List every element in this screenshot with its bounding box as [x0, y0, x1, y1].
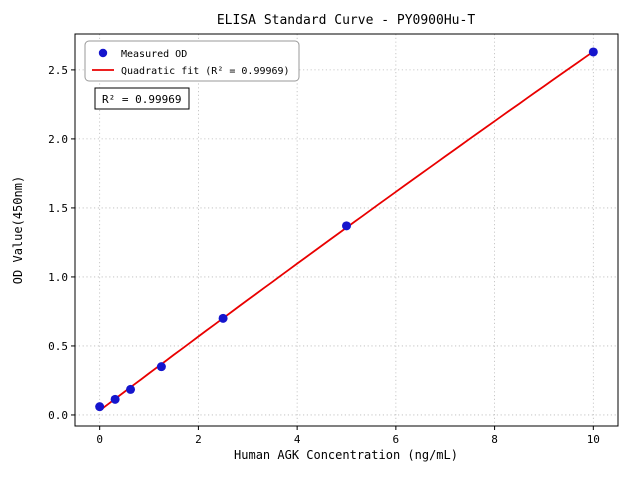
data-point: [342, 221, 351, 231]
legend-label-measured-od: Measured OD: [121, 49, 187, 60]
legend-marker-measured-od-icon: [98, 48, 108, 58]
data-point: [588, 47, 598, 57]
x-tick-label: 6: [393, 433, 400, 446]
y-tick-label: 1.5: [48, 202, 68, 215]
x-tick-label: 2: [195, 433, 202, 446]
data-point: [126, 384, 136, 394]
plot-area: 0 2 4 6 8 10 0.0 0.5 1.0 1.5 2.0 2.5: [48, 33, 619, 446]
chart-title: ELISA Standard Curve - PY0900Hu-T: [217, 13, 475, 28]
plot-frame: [74, 33, 619, 427]
data-point: [218, 313, 228, 323]
data-point: [95, 402, 105, 412]
y-tick-label: 2.5: [48, 64, 68, 77]
x-tick-label: 0: [96, 433, 103, 446]
x-tick-label: 8: [491, 433, 498, 446]
y-axis-label: OD Value(450nm): [11, 176, 25, 284]
annotation-box: [94, 87, 190, 110]
legend-box: [84, 40, 300, 82]
data-point: [110, 394, 120, 404]
x-tick-label: 4: [294, 433, 301, 446]
data-point: [156, 362, 166, 372]
y-tick-label: 1.0: [48, 271, 68, 284]
x-tick-label: 10: [587, 433, 600, 446]
y-tick-label: 0.0: [48, 409, 68, 422]
legend: Measured OD Quadratic fit (R² = 0.99969): [84, 40, 300, 82]
legend-label-quadratic-fit: Quadratic fit (R² = 0.99969): [121, 66, 290, 77]
annotation-text: R² = 0.99969: [102, 93, 181, 106]
x-axis-label: Human AGK Concentration (ng/mL): [234, 448, 458, 462]
y-tick-label: 2.0: [48, 133, 68, 146]
r-squared-annotation: R² = 0.99969: [94, 87, 190, 110]
y-tick-label: 0.5: [48, 340, 68, 353]
